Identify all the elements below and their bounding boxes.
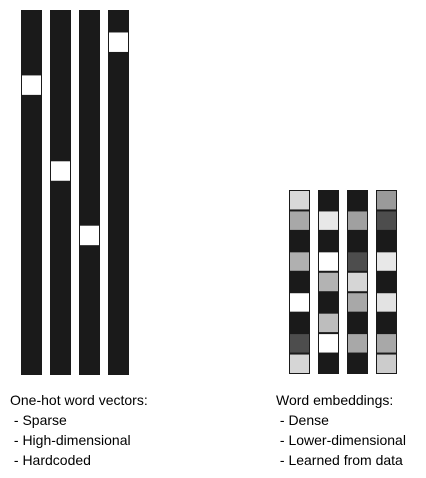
embedding-cell bbox=[348, 293, 367, 312]
embedding-cell bbox=[319, 211, 338, 230]
embedding-point-lower-dimensional: - Lower-dimensional bbox=[276, 432, 406, 448]
one-hot-vector-body bbox=[108, 10, 129, 375]
embedding-cell bbox=[377, 293, 396, 312]
embedding-cell bbox=[348, 252, 367, 271]
one-hot-point-hardcoded: - Hardcoded bbox=[10, 452, 91, 468]
embedding-cell bbox=[290, 272, 309, 292]
embedding-cell bbox=[377, 334, 396, 353]
embedding-vector bbox=[289, 190, 310, 374]
embedding-cell bbox=[377, 313, 396, 333]
one-hot-vectors bbox=[21, 10, 129, 375]
embedding-vector bbox=[347, 190, 368, 374]
embedding-cell bbox=[319, 354, 338, 373]
one-hot-caption: One-hot word vectors: - Sparse - High-di… bbox=[10, 390, 148, 470]
embedding-vector bbox=[318, 190, 339, 374]
embedding-cell bbox=[319, 313, 338, 333]
embedding-cell bbox=[290, 293, 309, 312]
embedding-cell bbox=[377, 252, 396, 271]
embedding-cell bbox=[319, 191, 338, 210]
one-hot-active-cell bbox=[51, 161, 70, 181]
embedding-caption: Word embeddings: - Dense - Lower-dimensi… bbox=[276, 390, 406, 470]
embedding-cell bbox=[377, 191, 396, 210]
embedding-cell bbox=[377, 272, 396, 292]
embedding-cell bbox=[290, 313, 309, 333]
embedding-cell bbox=[319, 334, 338, 353]
one-hot-title: One-hot word vectors: bbox=[10, 392, 148, 408]
embedding-cell bbox=[319, 272, 338, 292]
one-hot-vector bbox=[50, 10, 71, 375]
embedding-point-learned: - Learned from data bbox=[276, 452, 403, 468]
embedding-cell bbox=[377, 231, 396, 251]
embedding-title: Word embeddings: bbox=[276, 392, 394, 408]
one-hot-vector-body bbox=[50, 10, 71, 375]
embedding-cell bbox=[290, 252, 309, 271]
embedding-cell bbox=[290, 231, 309, 251]
embedding-cell bbox=[348, 354, 367, 373]
embedding-cell bbox=[290, 211, 309, 230]
embedding-cell bbox=[290, 191, 309, 210]
one-hot-point-high-dimensional: - High-dimensional bbox=[10, 432, 131, 448]
embedding-cell bbox=[348, 191, 367, 210]
embedding-cell bbox=[348, 313, 367, 333]
embedding-cell bbox=[319, 252, 338, 271]
embedding-point-dense: - Dense bbox=[276, 412, 329, 428]
embedding-cell bbox=[290, 354, 309, 373]
embedding-cell bbox=[290, 334, 309, 353]
one-hot-vector-body bbox=[79, 10, 100, 375]
one-hot-active-cell bbox=[109, 32, 128, 52]
embedding-cell bbox=[319, 231, 338, 251]
one-hot-vector bbox=[21, 10, 42, 375]
one-hot-active-cell bbox=[80, 225, 99, 246]
embedding-cell bbox=[377, 211, 396, 230]
embedding-vector bbox=[376, 190, 397, 374]
one-hot-active-cell bbox=[22, 75, 41, 95]
embedding-vectors bbox=[289, 190, 397, 374]
embedding-cell bbox=[348, 272, 367, 292]
embedding-cell bbox=[377, 354, 396, 373]
one-hot-point-sparse: - Sparse bbox=[10, 412, 67, 428]
vector-diagram bbox=[21, 10, 397, 375]
embedding-cell bbox=[348, 231, 367, 251]
embedding-cell bbox=[319, 293, 338, 312]
one-hot-vector-body bbox=[21, 10, 42, 375]
embedding-cell bbox=[348, 334, 367, 353]
one-hot-vector bbox=[79, 10, 100, 375]
embedding-cell bbox=[348, 211, 367, 230]
one-hot-vector bbox=[108, 10, 129, 375]
